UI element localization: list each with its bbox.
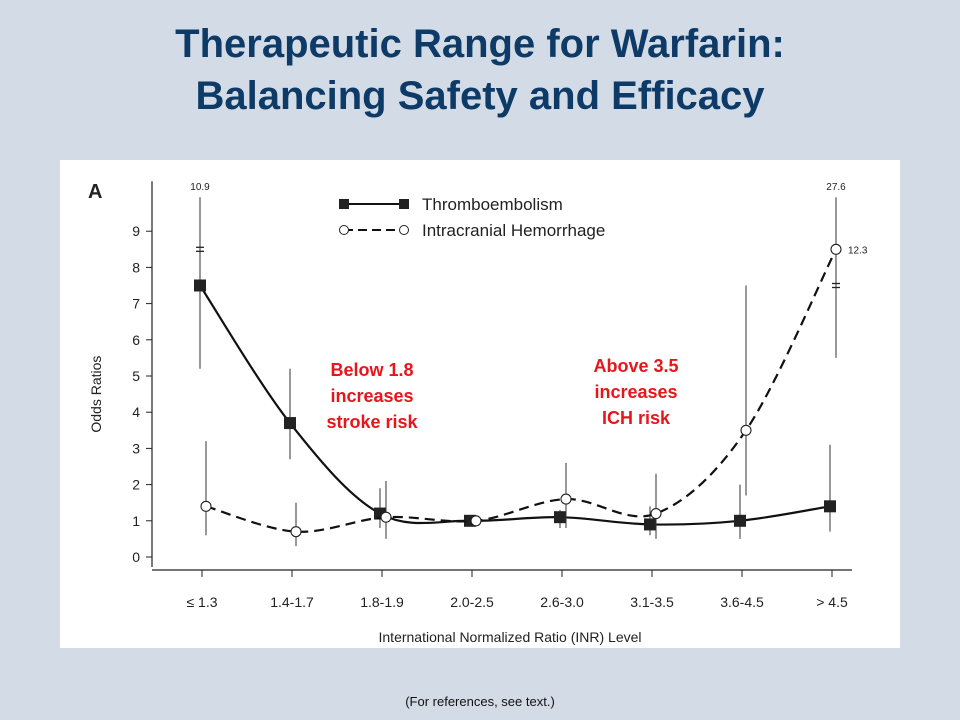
annotation-line: Below 1.8 <box>330 360 413 380</box>
y-tick-label: 5 <box>132 368 140 384</box>
data-point-square <box>284 417 296 430</box>
x-tick-label: 2.6-3.0 <box>540 594 584 610</box>
data-point-square <box>644 518 656 531</box>
legend: Thromboembolism Intracranial Hemorrhage <box>339 195 605 240</box>
y-tick-label: 8 <box>132 259 140 275</box>
y-tick-label: 0 <box>132 549 140 565</box>
annotation-line: stroke risk <box>326 412 418 432</box>
annotations: Below 1.8 increases stroke risk Above 3.5 in… <box>326 356 678 432</box>
y-tick-label: 6 <box>132 332 140 348</box>
data-point-square <box>824 500 836 513</box>
chart-panel: A 0 1 2 3 4 5 6 7 8 9 Odds Ratios ≤ 1.3 1.4-1.7 1.8-1… <box>60 160 900 648</box>
x-tick-label: 2.0-2.5 <box>450 594 494 610</box>
x-tick-label: ≤ 1.3 <box>186 594 217 610</box>
x-axis-title: International Normalized Ratio (INR) Lev… <box>379 629 642 645</box>
footnote: (For references, see text.) <box>405 694 555 709</box>
annotation-line: Above 3.5 <box>593 356 678 376</box>
legend-label: Thromboembolism <box>422 195 563 214</box>
y-tick-label: 2 <box>132 477 140 493</box>
data-point-circle <box>380 511 392 523</box>
series-line-intracranial-hemorrhage <box>205 248 837 533</box>
x-tick-label: 3.6-4.5 <box>720 594 764 610</box>
annotation-line: increases <box>330 386 413 406</box>
axes: 0 1 2 3 4 5 6 7 8 9 Odds Ratios ≤ 1.3 1.4-1.7 1.8-1.9… <box>88 181 852 645</box>
legend-marker <box>339 225 349 235</box>
data-point-circle <box>740 424 752 436</box>
data-point-square <box>194 279 206 292</box>
annotation-line: ICH risk <box>602 408 671 428</box>
data-point-circle <box>290 526 302 538</box>
data-point-circle <box>830 243 842 255</box>
y-axis-title: Odds Ratios <box>88 356 104 433</box>
data-point-circle <box>470 515 482 527</box>
data-point-circle <box>650 508 662 520</box>
annotation-ich-risk: Above 3.5 increases ICH risk <box>593 356 678 428</box>
y-tick-label: 1 <box>132 513 140 529</box>
x-tick-label: > 4.5 <box>816 594 848 610</box>
y-tick-label: 3 <box>132 440 140 456</box>
x-tick-label: 1.4-1.7 <box>270 594 314 610</box>
break-value-label: 10.9 <box>190 182 210 193</box>
annotation-line: increases <box>594 382 677 402</box>
slide-title-line-2: Balancing Safety and Efficacy <box>195 74 765 118</box>
chart-marks: 10.9 27.6 12.3 <box>190 182 868 547</box>
x-tick-label: 1.8-1.9 <box>360 594 404 610</box>
data-point-circle <box>560 493 572 505</box>
slide-title-line-1: Therapeutic Range for Warfarin: <box>175 22 785 66</box>
legend-label: Intracranial Hemorrhage <box>422 221 605 240</box>
legend-marker <box>339 199 349 209</box>
y-tick-label: 9 <box>132 223 140 239</box>
panel-label: A <box>88 181 102 203</box>
data-point-circle <box>200 500 212 512</box>
y-tick-label: 4 <box>132 404 140 420</box>
legend-marker <box>399 225 409 235</box>
annotation-stroke-risk: Below 1.8 increases stroke risk <box>326 360 418 432</box>
legend-marker <box>399 199 409 209</box>
break-value-label: 27.6 <box>826 182 846 193</box>
slide-title: Therapeutic Range for Warfarin: Balancin… <box>0 18 960 122</box>
data-point-square <box>554 511 566 524</box>
y-tick-label: 7 <box>132 296 140 312</box>
odds-ratio-chart: A 0 1 2 3 4 5 6 7 8 9 Odds Ratios ≤ 1.3 1.4-1.7 1.8-1… <box>88 181 868 645</box>
data-point-square <box>734 514 746 527</box>
data-value-label: 12.3 <box>848 245 868 256</box>
series-line-thromboembolism <box>199 284 831 526</box>
x-tick-label: 3.1-3.5 <box>630 594 674 610</box>
